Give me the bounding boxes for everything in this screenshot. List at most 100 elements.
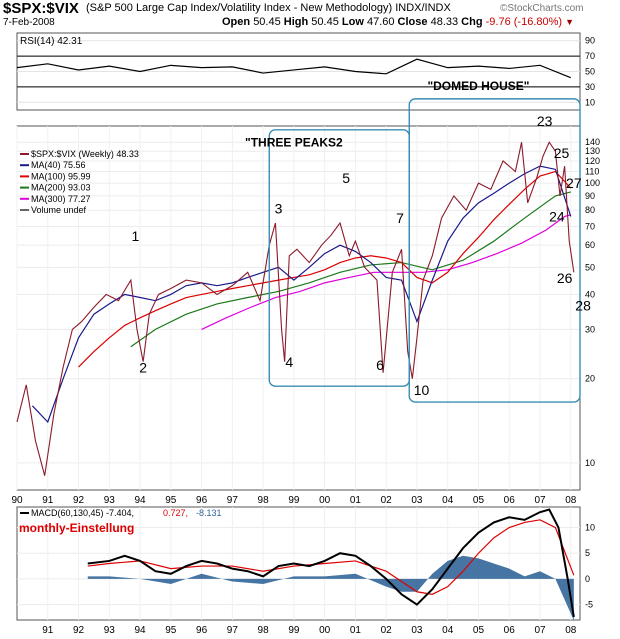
high-value: 50.45	[311, 16, 339, 28]
open-value: 50.45	[253, 16, 281, 28]
macd-x-tick-label: 98	[258, 625, 270, 636]
macd-x-tick-label: 02	[381, 625, 393, 636]
rsi-tick-label: 90	[585, 36, 595, 46]
legend-entry: MA(200) 93.03	[31, 183, 91, 193]
wave-number-label: 7	[396, 210, 404, 226]
series-line-ma-1	[31, 165, 572, 424]
macd-x-tick-label: 91	[42, 625, 54, 636]
low-value: 47.60	[366, 16, 395, 28]
legend-entry: Volume undef	[31, 205, 87, 215]
macd-line	[87, 508, 575, 618]
price-tick-label: 90	[585, 191, 595, 201]
wave-number-label: 24	[549, 208, 565, 224]
wave-number-label: 25	[554, 145, 570, 161]
price-x-tick-label: 92	[73, 495, 85, 506]
macd-legend-text: MACD(60,130,45) -7.404,	[31, 508, 134, 518]
macd-x-tick-label: 08	[565, 625, 577, 636]
macd-x-tick-label: 97	[227, 625, 239, 636]
price-tick-label: 130	[585, 146, 600, 156]
chart-date: 7-Feb-2008	[3, 17, 55, 28]
macd-tick-label: 10	[585, 523, 595, 533]
series-line-price	[16, 141, 575, 476]
macd-x-tick-label: 03	[411, 625, 423, 636]
price-panel-frame	[16, 125, 581, 491]
price-x-tick-label: 07	[534, 495, 546, 506]
price-tick-label: 50	[585, 262, 595, 272]
macd-x-tick-label: 06	[504, 625, 516, 636]
wave-number-label: 23	[537, 113, 553, 129]
high-label: High	[283, 16, 309, 28]
price-x-tick-label: 96	[196, 495, 208, 506]
series-line-ma-4	[201, 214, 571, 330]
price-x-tick-label: 90	[11, 495, 23, 506]
macd-signal-value: 0.727,	[163, 508, 188, 518]
macd-histogram	[87, 555, 574, 621]
pattern-annotation: "THREE PEAKS2	[245, 136, 343, 150]
down-arrow-icon: ▼	[565, 17, 575, 27]
rsi-tick-label: 10	[585, 97, 595, 107]
price-x-tick-label: 91	[42, 495, 54, 506]
chg-label: Chg	[461, 16, 483, 28]
macd-tick-label: -5	[585, 600, 593, 610]
price-tick-label: 80	[585, 205, 595, 215]
macd-x-tick-label: 93	[104, 625, 116, 636]
macd-x-tick-label: 94	[134, 625, 146, 636]
macd-x-tick-label: 95	[165, 625, 177, 636]
price-tick-label: 120	[585, 156, 600, 166]
pattern-annotation: "DOMED HOUSE"	[427, 79, 529, 93]
rsi-tick-label: 50	[585, 67, 595, 77]
rsi-tick-label: 30	[585, 82, 595, 92]
macd-x-tick-label: 01	[350, 625, 362, 636]
price-tick-label: 10	[585, 458, 595, 468]
price-x-tick-label: 03	[411, 495, 423, 506]
macd-tick-label: 5	[585, 548, 590, 558]
macd-x-tick-label: 99	[288, 625, 300, 636]
wave-number-label: 5	[342, 170, 350, 186]
rsi-tick-label: 70	[585, 51, 595, 61]
rsi-line	[16, 58, 571, 79]
chart-symbol: $SPX:$VIX	[3, 0, 79, 17]
wave-number-label: 6	[376, 357, 384, 373]
close-label: Close	[397, 16, 428, 28]
price-x-tick-label: 93	[104, 495, 116, 506]
price-tick-label: 60	[585, 240, 595, 250]
chart-description: (S&P 500 Large Cap Index/Volatility Inde…	[86, 2, 451, 14]
wave-number-label: 10	[414, 382, 430, 398]
legend-entry: MA(40) 75.56	[31, 160, 86, 170]
low-label: Low	[341, 16, 364, 28]
price-tick-label: 70	[585, 221, 595, 231]
signal-line	[87, 519, 575, 595]
macd-x-tick-label: 96	[196, 625, 208, 636]
macd-hist-value: -8.131	[196, 508, 222, 518]
wave-number-label: 1	[132, 228, 140, 244]
legend-entry: MA(300) 77.27	[31, 194, 91, 204]
price-tick-label: 140	[585, 137, 600, 147]
wave-number-label: 27	[566, 175, 582, 191]
wave-number-label: 28	[575, 298, 591, 314]
price-x-tick-label: 08	[565, 495, 577, 506]
price-tick-label: 110	[585, 167, 599, 177]
macd-x-tick-label: 00	[319, 625, 331, 636]
legend-entry: $SPX:$VIX (Weekly) 48.33	[31, 149, 139, 159]
rsi-legend: RSI(14) 42.31	[20, 36, 83, 47]
stockcharts-logo[interactable]: ©StockCharts.com	[500, 3, 584, 14]
price-x-tick-label: 02	[381, 495, 393, 506]
wave-number-label: 2	[139, 360, 147, 376]
price-x-tick-label: 00	[319, 495, 331, 506]
price-x-tick-label: 06	[504, 495, 516, 506]
ohlc-summary: Open 50.45 High 50.45 Low 47.60 Close 48…	[222, 16, 574, 28]
macd-x-tick-label: 04	[442, 625, 454, 636]
price-x-tick-label: 94	[134, 495, 146, 506]
series-line-ma-2	[78, 170, 572, 368]
domed-house-box	[408, 98, 581, 403]
macd-annotation: monthly-Einstellung	[19, 521, 134, 535]
price-x-tick-label: 04	[442, 495, 454, 506]
price-tick-label: 30	[585, 324, 595, 334]
price-x-tick-label: 95	[165, 495, 177, 506]
price-x-tick-label: 01	[350, 495, 362, 506]
price-tick-label: 40	[585, 289, 595, 299]
macd-x-tick-label: 07	[534, 625, 546, 636]
price-x-tick-label: 97	[227, 495, 239, 506]
wave-number-label: 3	[275, 200, 283, 216]
